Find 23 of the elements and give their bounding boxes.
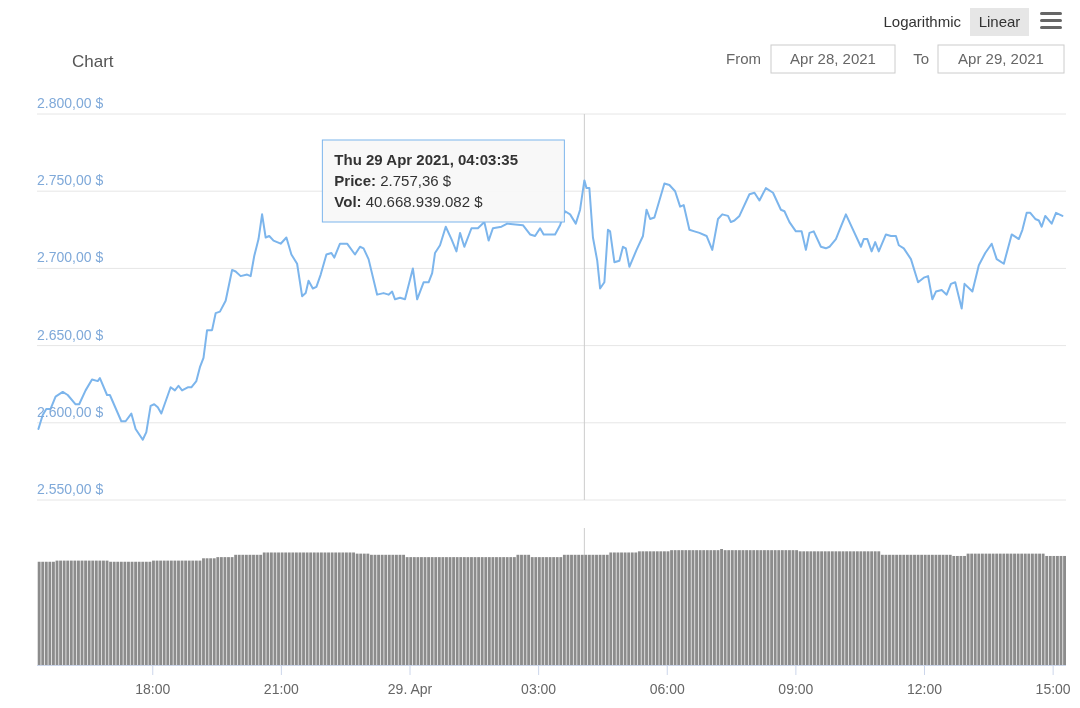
text: Apr 29, 2021 (958, 50, 1044, 67)
y-tick-label: 2.800,00 $ (37, 95, 104, 111)
x-tick-label: 15:00 (1035, 681, 1071, 697)
x-tick-label: 12:00 (906, 681, 943, 697)
y-tick-label: 2.700,00 $ (37, 249, 104, 266)
y-tick-label: 2.750,00 $ (37, 172, 104, 189)
y-tick-label: 2.650,00 $ (37, 326, 104, 343)
x-tick-label: 18:00 (135, 681, 171, 697)
annotation: Vol: 40.668.939.082 $ (334, 193, 484, 210)
chart-title: Chart (72, 52, 114, 71)
text: From (726, 50, 761, 67)
text: Apr 28, 2021 (790, 50, 876, 67)
x-tick-label: 09:00 (778, 681, 814, 697)
annotation: Thu 29 Apr 2021, 04:03:35 (334, 151, 519, 168)
annotation: Price: 2.757,36 $ (334, 172, 452, 189)
text: Linear (978, 13, 1021, 30)
x-tick-label: 29. Apr (387, 681, 433, 697)
y-tick-label: 2.550,00 $ (37, 481, 104, 497)
text: Logarithmic (883, 13, 962, 30)
x-tick-label: 21:00 (263, 681, 300, 697)
x-tick-label: 03:00 (521, 681, 557, 697)
text: To (913, 50, 929, 67)
x-tick-label: 06:00 (649, 681, 685, 697)
